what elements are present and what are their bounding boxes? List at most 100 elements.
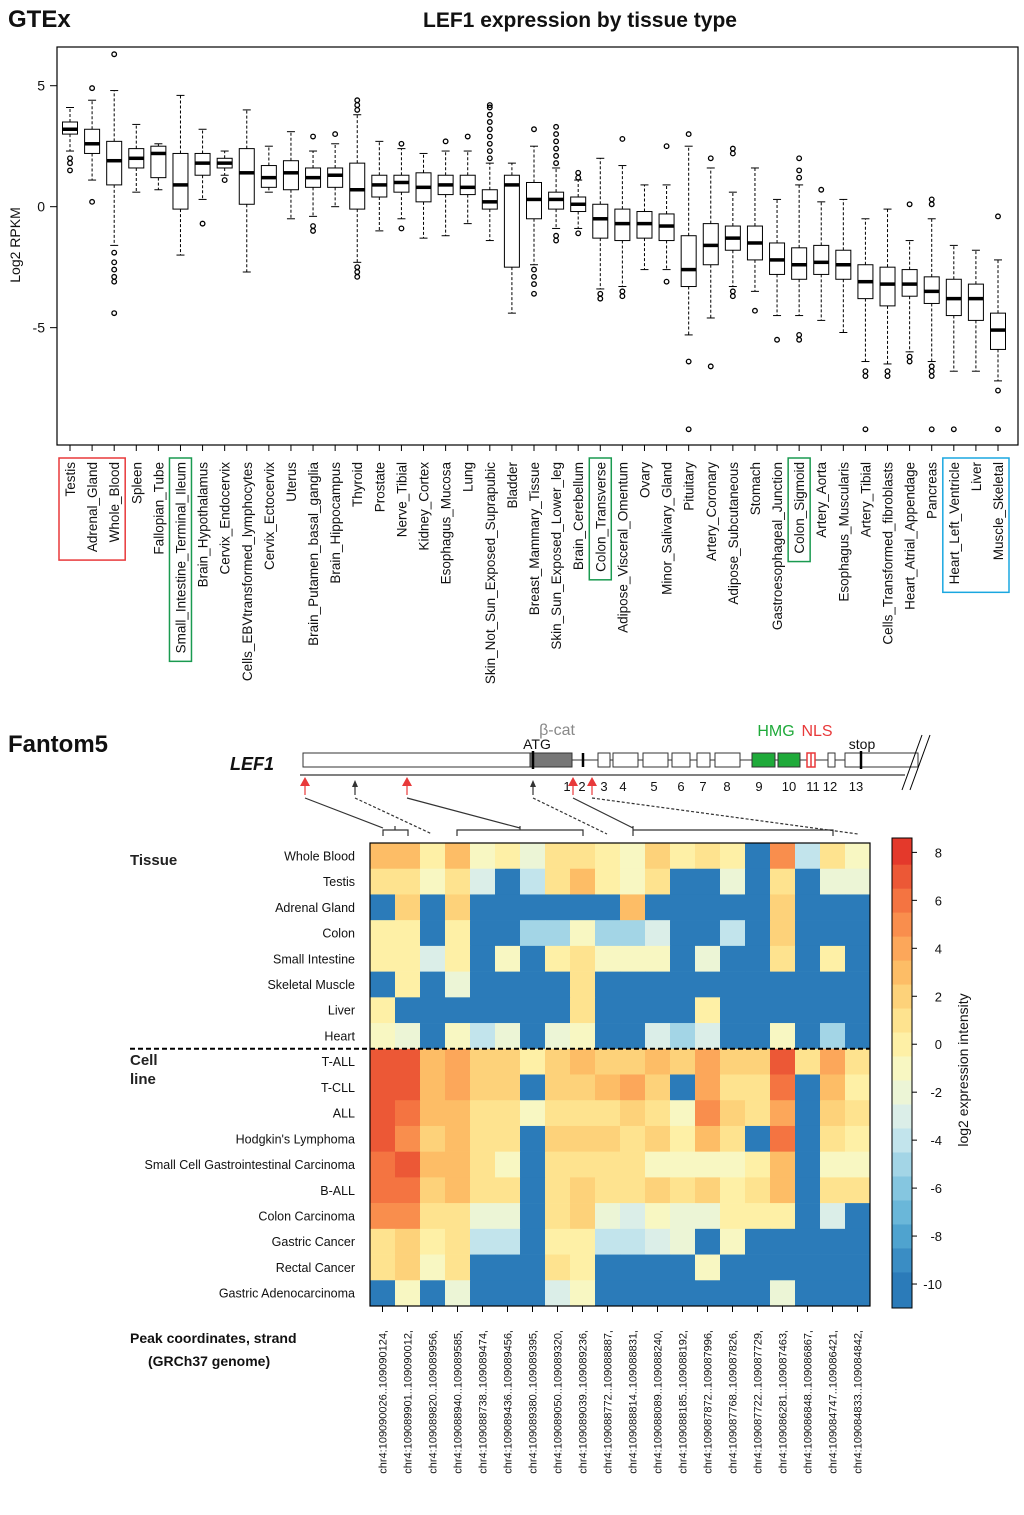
heatmap-cell [495,1203,521,1230]
heatmap-cell [620,868,646,895]
x-tick-label: Whole_Blood [107,462,122,542]
outlier [67,160,73,167]
outlier [752,307,758,314]
heatmap-cell [420,843,446,870]
outlier [531,266,537,273]
column-label: chr4:109088738..109089474, [478,1330,490,1474]
heatmap-cell [695,997,721,1024]
row-label: Heart [324,1029,355,1043]
heatmap-cell [420,1177,446,1204]
heatmap-cell [595,945,621,972]
box [680,235,697,288]
heatmap-cell [745,1048,771,1075]
x-tick-label: Esophagus_Muscularis [836,462,851,602]
box [106,140,123,186]
colorbar-tick-label: -8 [930,1229,942,1244]
colorbar-bin [892,1080,912,1105]
heatmap-cell [370,843,396,870]
outlier [111,266,118,273]
heatmap-cell [470,997,496,1024]
heatmap-cell [595,1151,621,1178]
heatmap-cell [570,1228,596,1255]
heatmap-cell [470,1280,496,1307]
heatmap-cell [845,1048,871,1075]
outlier [442,138,449,145]
heatmap-cell [470,1177,496,1204]
x-tick-label: Prostate [372,462,387,512]
heatmap-cell [670,868,696,895]
heatmap-cell [695,920,721,947]
colorbar-tick-label: 0 [935,1037,942,1052]
outlier [796,174,803,181]
heatmap-cell [745,1100,771,1127]
heatmap-cell [695,1203,721,1230]
heatmap-cell [795,1254,821,1281]
outlier [486,133,493,140]
outlier [685,358,692,365]
heatmap-cell [745,1074,771,1101]
heatmap-cell [820,971,846,998]
heatmap-cell [595,1203,621,1230]
colorbar-tick-label: 8 [935,845,942,860]
heatmap-cell [495,1074,521,1101]
outlier [619,135,626,142]
outlier [928,368,935,375]
heatmap-cell [470,971,496,998]
x-tick-label: Bladder [505,462,520,509]
heatmap-cell [545,1023,571,1050]
heatmap-cell [370,1177,396,1204]
heatmap-cell [370,1074,396,1101]
heatmap-cell [745,1177,771,1204]
heatmap-cell [670,1177,696,1204]
heatmap-cell [695,971,721,998]
heatmap-cell [595,1074,621,1101]
box [238,148,255,205]
colorbar-bin [892,1248,912,1273]
heatmap-cell [445,1151,471,1178]
colorbar-bin [892,1200,912,1225]
outlier [464,133,471,140]
box [481,189,498,210]
heatmap-cell [545,971,571,998]
heatmap-cell [820,1074,846,1101]
heatmap-cell [570,1125,596,1152]
heatmap-cell [420,1125,446,1152]
row-label: Gastric Cancer [272,1235,355,1249]
heatmap-cell [370,1048,396,1075]
heatmap-cell [845,1074,871,1101]
heatmap-cell [570,1177,596,1204]
y-tick-label: 5 [37,78,45,94]
row-group-label: Tissue [130,852,178,869]
x-tick-label: Artery_Aorta [814,462,829,538]
heatmap-cell [520,1100,546,1127]
heatmap-cell [845,1151,871,1178]
heatmap-cell [545,1177,571,1204]
x-tick-label: Gastroesophageal_Junction [770,462,785,630]
heatmap-cell [495,1151,521,1178]
outlier [531,126,537,133]
column-label: chr4:109087872..109087996, [703,1330,715,1474]
exon-label: 7 [699,779,706,794]
heatmap-cell [420,971,446,998]
outlier [553,123,560,130]
heatmap-cell [445,1254,471,1281]
column-label: chr4:109089820..109089956, [428,1330,440,1474]
outlier [553,232,560,239]
heatmap-cell [620,894,646,921]
heatmap-cell [470,1048,496,1075]
heatmap-cell [395,1023,421,1050]
heatmap-cell [745,868,771,895]
heatmap-cell [695,1023,721,1050]
heatmap-cell [520,843,546,870]
heatmap-cell [845,971,871,998]
heatmap-cell [520,868,546,895]
heatmap-cell [645,1074,671,1101]
heatmap-cell [495,843,521,870]
colorbar-bin [892,960,912,985]
heatmap-cell [470,1203,496,1230]
box [967,283,984,321]
outlier [796,155,803,162]
heatmap-cell [770,1254,796,1281]
heatmap-cell [745,843,771,870]
colorbar-bin [892,888,912,913]
